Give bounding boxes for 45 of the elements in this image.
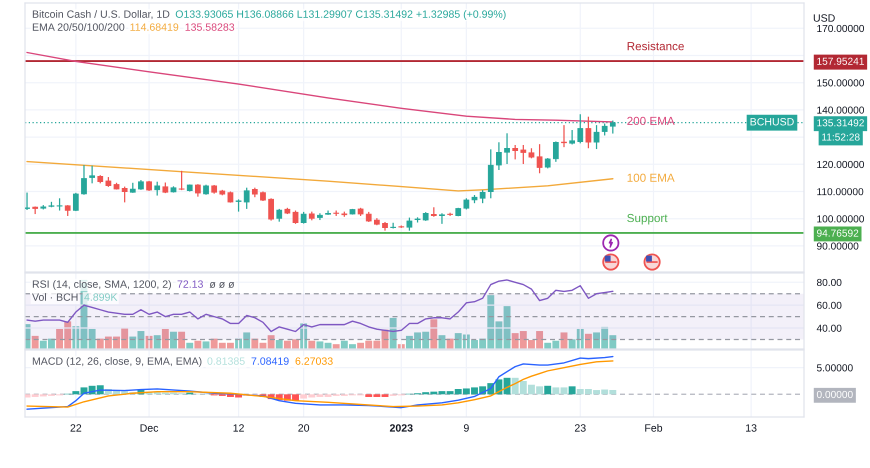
annotation: 0.81385 (207, 357, 245, 365)
annotation: 114.68419 (130, 23, 178, 31)
annotation: 72.13 (178, 280, 203, 288)
y-tick-label: 60.00 (817, 302, 842, 309)
y-tick-label: 0.00000 (816, 390, 853, 398)
y-tick-label: 170.00000 (817, 24, 864, 32)
annotation: 7.08419 (252, 357, 289, 365)
series-label: 200 EMA (627, 116, 675, 126)
x-tick-label: 13 (746, 424, 757, 432)
y-axis-title: USD (814, 14, 835, 22)
y-tick-label: 80.00 (816, 278, 842, 286)
y-tick-label: 120.00000 (817, 160, 864, 168)
y-tick-label: 94.76592 (816, 230, 858, 237)
ref-line-label: BCHUSD (750, 118, 794, 126)
x-tick-label: 22 (70, 424, 82, 432)
x-tick-label: 2023 (390, 424, 413, 432)
y-tick-label: 140.00000 (817, 106, 864, 114)
series-label: 100 EMA (628, 174, 675, 182)
text: 11:52:28 (822, 133, 860, 141)
y-tick-label: 150.00000 (817, 79, 864, 86)
y-tick-label: 5.00000 (816, 364, 853, 372)
y-tick-label: 40.00 (816, 324, 842, 332)
x-tick-label: 9 (464, 424, 469, 432)
text: MACD (12, 26, close, 9, EMA, EMA) (32, 357, 202, 367)
annotation: ø ø ø (210, 282, 234, 288)
ref-line-label: Support (627, 214, 668, 224)
x-tick-label: Dec (140, 424, 158, 432)
text: EMA 20/50/100/200 (32, 23, 124, 31)
ref-line-label: Resistance (628, 42, 684, 50)
annotation: 4.899K (84, 293, 118, 301)
text: Vol · BCH (32, 293, 78, 301)
y-tick-label: 157.95241 (817, 58, 864, 65)
y-tick-label: 90.00000 (816, 242, 858, 250)
annotation: O133.93065 H136.08866 L131.29907 C135.31492 +1.32985 (+0.99%) (176, 10, 506, 20)
annotation: 6.27033 (296, 357, 333, 365)
text: RSI (14, close, SMA, 1200, 2) (32, 280, 171, 290)
annotation: 135.58283 (186, 23, 234, 31)
x-tick-label: Feb (645, 424, 662, 432)
y-tick-label: 135.31492 (817, 119, 864, 126)
y-tick-label: 110.00000 (817, 188, 864, 196)
y-tick-label: 100.00000 (817, 215, 864, 222)
text: Bitcoin Cash / U.S. Dollar, 1D (32, 10, 170, 20)
x-tick-label: 12 (234, 424, 244, 432)
x-tick-label: 20 (298, 424, 310, 432)
x-tick-label: 23 (574, 424, 586, 432)
